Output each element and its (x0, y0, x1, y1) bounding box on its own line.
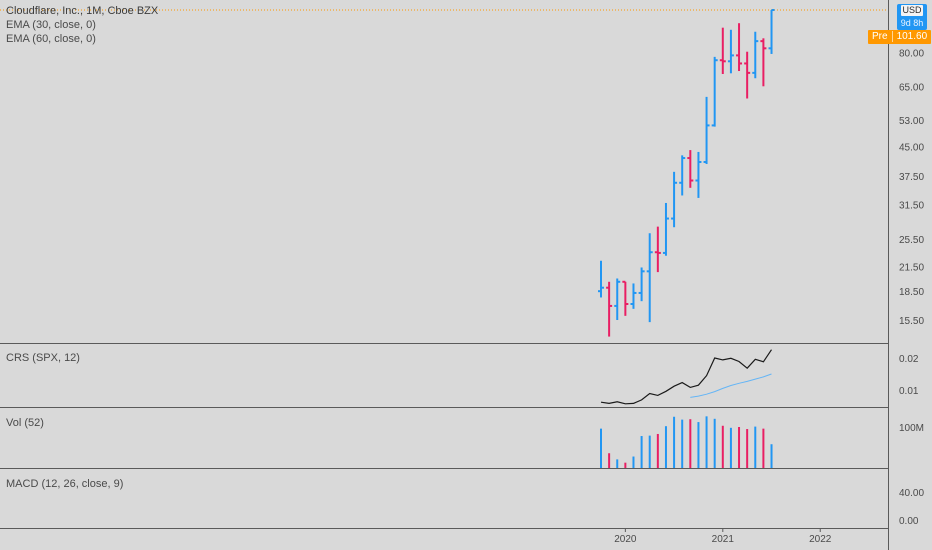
crs-line (600, 349, 772, 405)
time-tick-label: 2022 (809, 534, 832, 545)
ohlc-bar (638, 267, 645, 302)
ohlc-bar (687, 150, 694, 188)
price-tick-label: 21.50 (899, 263, 924, 274)
vol-pane-label[interactable]: Vol (52) (6, 417, 44, 429)
price-scale-tag[interactable]: USD 9d 8h (897, 4, 927, 30)
ohlc-bar (719, 27, 726, 75)
price-tick-label: 45.00 (899, 142, 924, 153)
price-tick-label: 31.50 (899, 201, 924, 212)
crs-tick-label: 0.02 (899, 354, 919, 365)
ohlc-bar (598, 260, 604, 298)
ohlc-bar (606, 281, 613, 337)
price-tick-label: 15.50 (899, 316, 924, 327)
ohlc-bar (736, 23, 743, 72)
currency-badge[interactable]: USD (901, 5, 923, 16)
price-tick-label: 37.50 (899, 172, 924, 183)
ohlc-bar (727, 29, 734, 74)
ohlc-bar (768, 9, 775, 54)
macd-tick-label: 0.00 (899, 516, 919, 527)
ohlc-bar (662, 202, 669, 256)
bar-countdown: 9d 8h (900, 18, 924, 28)
price-tick-label: 18.50 (899, 287, 924, 298)
ohlc-bar (679, 155, 686, 196)
crs-tick-label: 0.01 (899, 386, 919, 397)
ohlc-bar (671, 171, 678, 228)
price-tick-label: 65.00 (899, 83, 924, 94)
ema-30-label[interactable]: EMA (30, close, 0) (6, 19, 96, 31)
symbol-title[interactable]: Cloudflare, Inc., 1M, Cboe BZX (6, 5, 159, 17)
time-tick-label: 2020 (614, 534, 637, 545)
ohlc-bar (654, 226, 661, 273)
macd-tick-label: 40.00 (899, 488, 924, 499)
price-tick-label: 80.00 (899, 49, 924, 60)
ohlc-bar (703, 96, 710, 164)
crs-average-line (690, 373, 772, 398)
price-tick-label: 25.50 (899, 235, 924, 246)
ohlc-bar (695, 151, 702, 198)
ohlc-bar (744, 51, 751, 99)
ohlc-bar (630, 283, 637, 309)
macd-pane-label[interactable]: MACD (12, 26, close, 9) (6, 478, 124, 490)
ohlc-bar (752, 31, 759, 79)
ema-60-label[interactable]: EMA (60, close, 0) (6, 33, 96, 45)
ohlc-bar (711, 56, 718, 127)
ohlc-bar (614, 278, 621, 320)
price-tick-label: 53.00 (899, 116, 924, 127)
ohlc-bar (622, 280, 629, 316)
premarket-price-value: 101.60 (896, 31, 928, 42)
ohlc-bar (760, 38, 767, 87)
ohlc-bar (646, 233, 653, 323)
session-label: Pre (872, 31, 893, 42)
premarket-price-tag: Pre 101.60 (868, 30, 932, 44)
volume-tick-label: 100M (899, 423, 924, 434)
crs-pane-label[interactable]: CRS (SPX, 12) (6, 352, 80, 364)
time-tick-label: 2021 (712, 534, 735, 545)
price-legend: Cloudflare, Inc., 1M, Cboe BZX EMA (30, … (6, 4, 158, 46)
